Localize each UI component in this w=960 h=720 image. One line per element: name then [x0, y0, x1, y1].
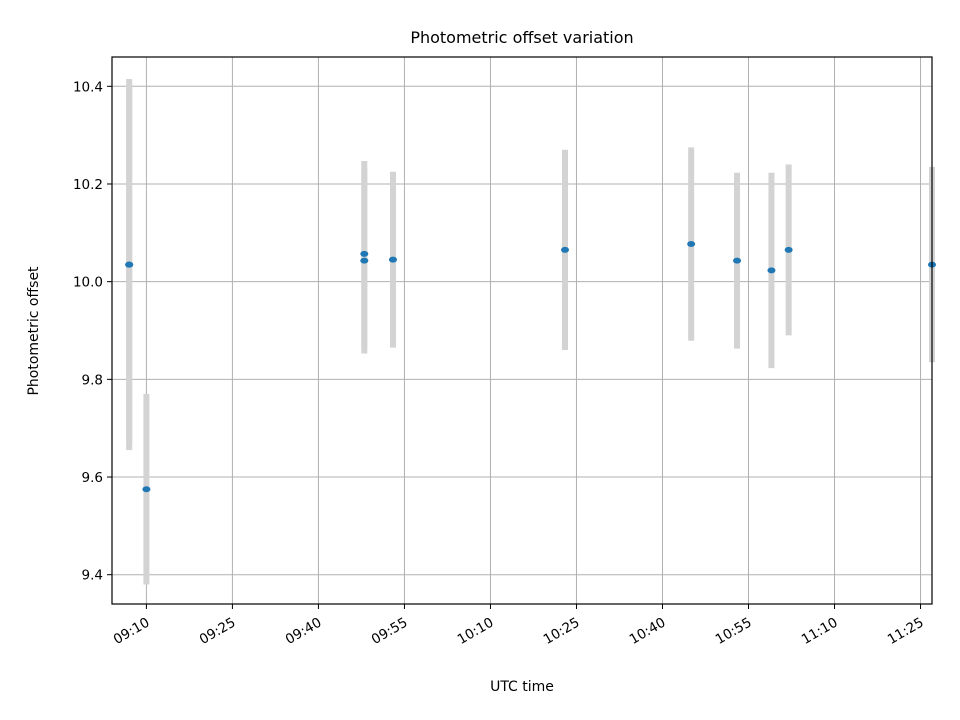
x-tick-label: 10:25 — [541, 615, 583, 648]
data-point — [767, 267, 776, 274]
x-tick-label: 09:55 — [369, 615, 411, 648]
x-tick-label: 11:10 — [799, 615, 841, 648]
data-point — [561, 246, 570, 253]
x-tick-label: 09:25 — [197, 615, 239, 648]
y-tick-label: 10.2 — [73, 177, 103, 193]
data-point — [142, 486, 151, 493]
x-tick-label: 10:10 — [455, 615, 497, 648]
data-point — [388, 256, 397, 263]
data-point — [733, 257, 742, 264]
chart-title: Photometric offset variation — [410, 28, 633, 47]
y-tick-label: 10.4 — [73, 79, 103, 95]
y-tick-label: 10.0 — [73, 275, 103, 291]
plot-frame — [111, 56, 933, 605]
data-point — [687, 241, 696, 248]
x-tick-label: 09:10 — [111, 615, 153, 648]
y-tick-label: 9.8 — [82, 372, 103, 388]
x-tick-label: 10:55 — [713, 615, 755, 648]
y-tick-label: 9.4 — [82, 568, 103, 584]
grid — [112, 57, 932, 604]
x-axis-ticks: 09:10 09:25 09:40 09:55 10:10 10:25 10:40 10:55… — [111, 604, 927, 648]
y-axis-ticks: 9.4 9.6 9.8 10.0 10.2 10.4 — [73, 79, 112, 584]
y-tick-label: 9.6 — [82, 470, 103, 486]
data-points — [125, 241, 936, 493]
x-tick-label: 10:40 — [627, 615, 669, 648]
data-point — [784, 246, 793, 253]
x-tick-label: 09:40 — [283, 615, 325, 648]
data-point — [360, 250, 369, 257]
y-axis-label: Photometric offset — [26, 266, 42, 396]
x-axis-label: UTC time — [490, 679, 554, 695]
error-bars — [126, 78, 935, 585]
data-point — [360, 257, 369, 264]
data-point — [125, 261, 134, 268]
x-tick-label: 11:25 — [885, 615, 927, 648]
